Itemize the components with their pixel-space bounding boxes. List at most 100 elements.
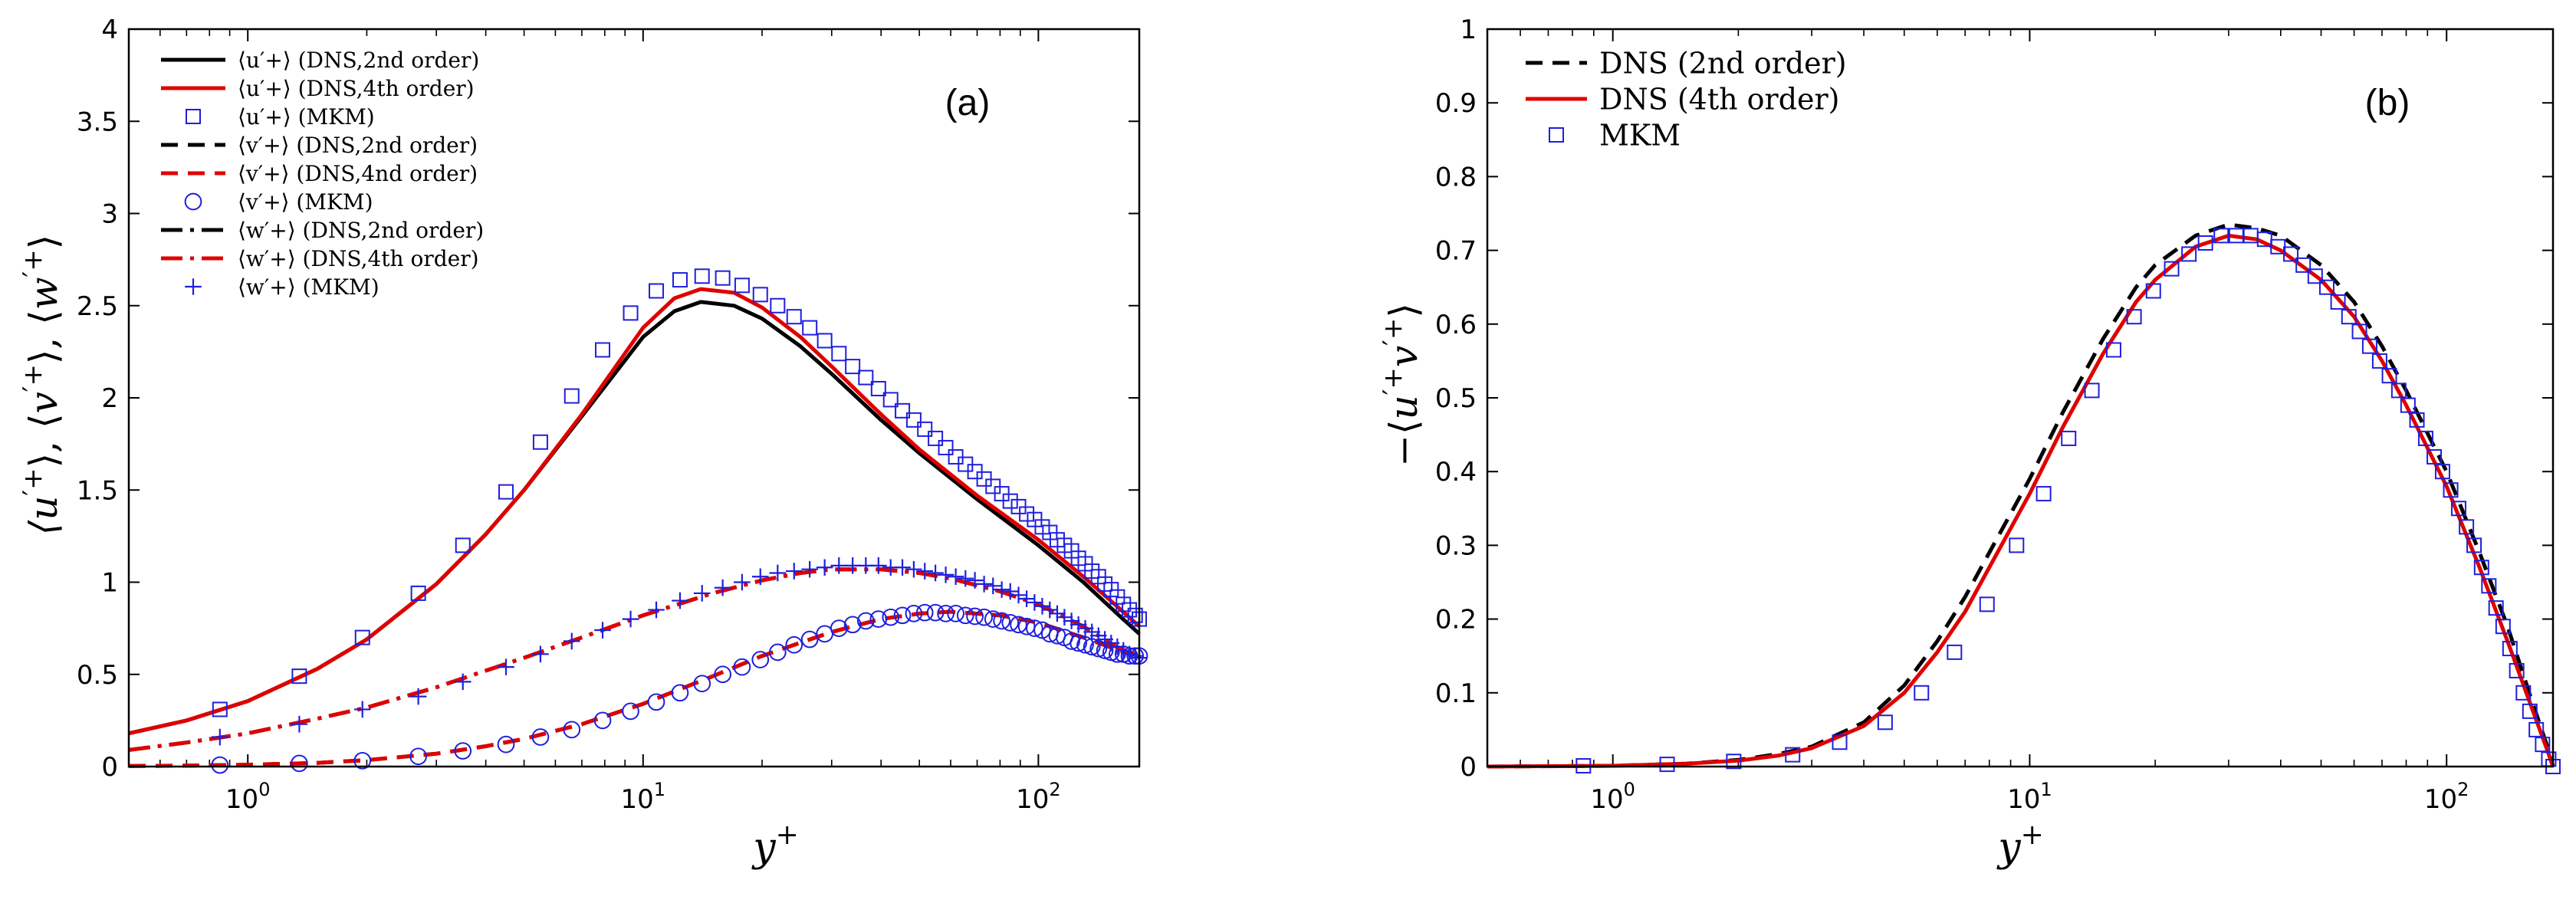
series-2-point — [694, 268, 710, 284]
series-8-point — [1001, 583, 1019, 600]
series-2-point — [1127, 607, 1143, 623]
series-2-point — [2528, 721, 2545, 737]
series-2-point — [2509, 662, 2525, 678]
y-tick-label: 2.5 — [77, 291, 118, 322]
series-8-point — [870, 557, 887, 574]
series-5-point — [1063, 632, 1080, 650]
y-tick-label: 0.7 — [1435, 236, 1477, 267]
series-2-point — [354, 629, 370, 645]
series-8-point — [622, 610, 639, 628]
series-2-point — [564, 388, 580, 404]
series-2-point — [532, 434, 548, 450]
series-2-point — [831, 346, 847, 362]
y-tick-label: 0.6 — [1435, 310, 1477, 340]
series-2-point — [2443, 482, 2459, 498]
series-5-point — [531, 728, 550, 746]
legend-swatch — [186, 109, 201, 124]
panel-a-axes-box — [127, 28, 1141, 768]
y-tick-label: 0.3 — [1435, 530, 1477, 561]
series-2-point — [2535, 737, 2551, 753]
x-tick-label: 100 — [225, 779, 271, 815]
series-2-point — [752, 287, 768, 303]
series-2-point — [2481, 578, 2497, 594]
y-tick-label: 3 — [101, 199, 118, 230]
series-3-line — [128, 609, 1140, 768]
series-2-point — [2426, 448, 2443, 465]
series-8-point — [993, 581, 1010, 598]
panel-a-tick-labels: 0 0.5 1 1.5 2 2.5 3 3.5 4 100 101 102 — [77, 15, 1061, 815]
series-2-point — [1019, 506, 1035, 522]
series-5-point — [966, 607, 984, 626]
panel-b-tag: (b) — [2365, 83, 2410, 123]
series-2-point — [2390, 383, 2407, 399]
series-2-point — [2409, 412, 2425, 428]
series-8-point — [984, 577, 1002, 595]
series-5-point — [905, 605, 923, 622]
series-2-point — [291, 668, 307, 685]
series-2-point — [2417, 430, 2433, 446]
panel-a-ticks — [128, 28, 1139, 767]
series-8-point — [937, 566, 955, 583]
series-2-point — [2295, 257, 2312, 273]
x-tick-label: 102 — [1016, 779, 1061, 815]
series-8-point — [1076, 619, 1094, 637]
series-2-point — [882, 392, 899, 408]
series-2-point — [734, 277, 750, 294]
series-8-point — [498, 658, 514, 675]
series-8-point — [672, 592, 688, 609]
legend-swatch — [184, 192, 202, 211]
series-8-point — [1018, 590, 1035, 607]
series-8-point — [801, 560, 818, 578]
series-8-point — [927, 564, 944, 582]
series-2-point — [2341, 309, 2357, 325]
x-tick-label: 101 — [621, 779, 666, 815]
series-2-point — [1659, 757, 1675, 773]
legend-swatch — [1549, 127, 1564, 143]
series-2-point — [2318, 279, 2334, 295]
series-8-point — [563, 632, 580, 650]
series-5-point — [733, 658, 751, 676]
series-5-point — [647, 693, 665, 711]
series-5-point — [497, 735, 515, 754]
series-2-point — [2381, 368, 2397, 384]
series-2-point — [1726, 754, 1742, 770]
series-5-point — [800, 630, 819, 649]
series-2-point — [1116, 596, 1132, 612]
series-5-point — [622, 702, 639, 721]
series-8-point — [1089, 627, 1107, 645]
panel-a-tag: (a) — [945, 83, 991, 123]
series-2-point — [895, 402, 911, 419]
legend-label: ⟨w′+⟩ (MKM) — [238, 274, 380, 300]
series-5-point — [671, 684, 689, 702]
series-2-point — [917, 421, 933, 437]
legend-label: ⟨u′+⟩ (MKM) — [238, 104, 375, 130]
panel-b-ticks — [1487, 28, 2553, 767]
series-8-point — [966, 572, 984, 589]
series-8-point — [1070, 616, 1087, 633]
series-5-point — [1026, 619, 1043, 637]
series-2-point — [2105, 342, 2121, 358]
series-2-point — [845, 359, 861, 375]
series-1-line — [1487, 233, 2555, 769]
y-tick-label: 0 — [101, 752, 118, 783]
series-5-point — [593, 711, 612, 730]
series-5-point — [768, 643, 787, 662]
x-tick-label: 100 — [1590, 779, 1635, 815]
series-2-point — [802, 320, 818, 336]
series-8-point — [1126, 647, 1144, 665]
y-tick-label: 0.2 — [1435, 605, 1477, 635]
series-8-point — [291, 715, 308, 733]
series-5-point — [993, 612, 1010, 630]
y-tick-label: 0.5 — [1435, 383, 1477, 414]
series-8-point — [975, 576, 993, 593]
panel-a-xlabel: y+ — [751, 819, 799, 871]
series-2-point — [649, 283, 665, 299]
series-2-point — [2515, 685, 2532, 701]
series-5-point — [843, 616, 862, 634]
panel-a: 0 0.5 1 1.5 2 2.5 3 3.5 4 100 101 102 (a) y+ ⟨u′+⟩,… — [18, 15, 1148, 871]
series-8-point — [1010, 586, 1027, 604]
legend-label: ⟨u′+⟩ (DNS,2nd order) — [238, 48, 479, 73]
series-2-point — [1914, 685, 1930, 701]
